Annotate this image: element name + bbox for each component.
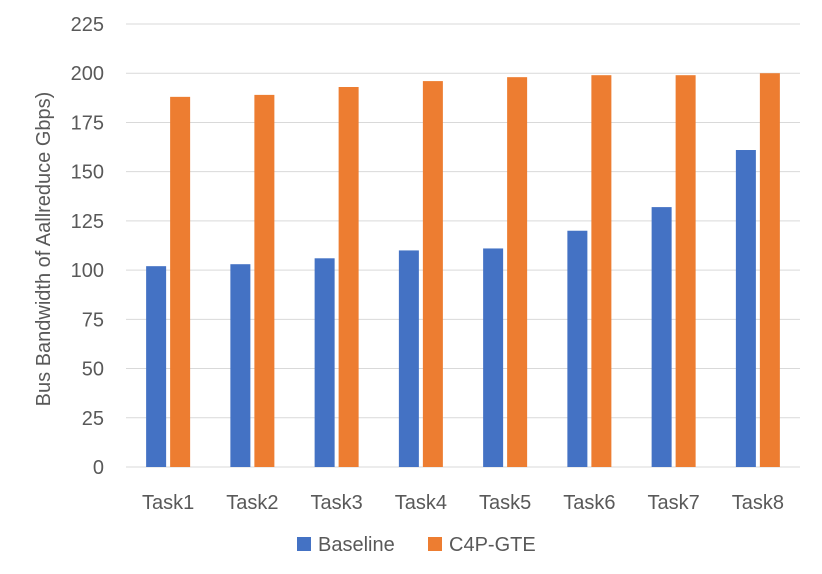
bar-baseline-task6 — [567, 230, 588, 467]
y-tick-label: 225 — [71, 14, 104, 36]
bar-c4p-gte-task7 — [675, 75, 696, 468]
x-tick-label: Task6 — [563, 492, 615, 514]
bar-c4p-gte-task3 — [338, 87, 359, 467]
y-tick-label: 50 — [82, 359, 104, 381]
x-tick-label: Task7 — [648, 492, 700, 514]
bar-c4p-gte-task5 — [507, 77, 528, 467]
bar-baseline-task4 — [398, 250, 419, 467]
y-axis-ticks: 0 25 50 75 100 125 150 175 200 225 — [71, 14, 104, 479]
x-tick-label: Task3 — [311, 492, 363, 514]
y-tick-label: 150 — [71, 162, 104, 184]
bar-c4p-gte-task6 — [591, 75, 612, 468]
y-tick-label: 25 — [82, 408, 104, 430]
bar-baseline-task8 — [735, 150, 756, 467]
bar-c4p-gte-task2 — [254, 94, 275, 467]
bar-c4p-gte-task1 — [170, 96, 191, 468]
x-tick-label: Task1 — [142, 492, 194, 514]
y-tick-label: 175 — [71, 112, 104, 134]
bars — [146, 73, 780, 468]
x-axis-ticks: Task1 Task2 Task3 Task4 Task5 Task6 Task7 Task8 — [142, 492, 784, 514]
bar-baseline-task2 — [230, 264, 251, 467]
bar-baseline-task7 — [651, 207, 672, 467]
legend-label: Baseline — [318, 534, 395, 556]
y-tick-label: 125 — [71, 211, 104, 233]
bar-c4p-gte-task4 — [422, 81, 443, 467]
gridlines — [126, 23, 800, 468]
bar-c4p-gte-task8 — [759, 73, 780, 467]
legend-swatch — [297, 537, 311, 551]
legend: Baseline C4P-GTE — [297, 534, 536, 556]
x-tick-label: Task4 — [395, 492, 447, 514]
x-tick-label: Task2 — [226, 492, 278, 514]
y-tick-label: 100 — [71, 260, 104, 282]
bar-baseline-task5 — [483, 248, 504, 467]
bar-baseline-task3 — [314, 258, 335, 467]
legend-swatch — [428, 537, 442, 551]
bar-baseline-task1 — [146, 266, 167, 467]
y-axis-title: Bus Bandwidth of Aallreduce Gbps) — [33, 92, 55, 407]
x-tick-label: Task8 — [732, 492, 784, 514]
x-tick-label: Task5 — [479, 492, 531, 514]
y-tick-label: 200 — [71, 63, 104, 85]
legend-label: C4P-GTE — [449, 534, 536, 556]
y-tick-label: 75 — [82, 309, 104, 331]
y-tick-label: 0 — [93, 457, 104, 479]
